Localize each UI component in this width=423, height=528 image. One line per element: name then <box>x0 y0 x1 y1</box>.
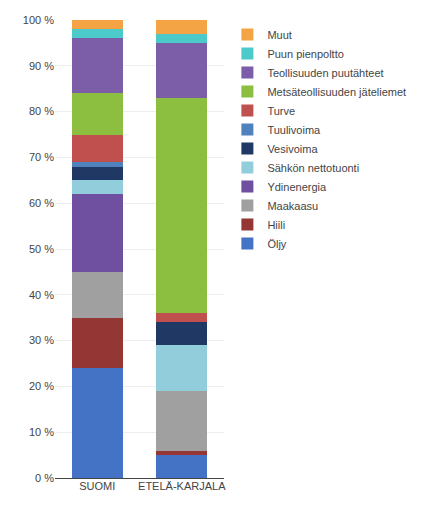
svg-text:Hiili: Hiili <box>267 219 285 231</box>
svg-text:Muut: Muut <box>267 29 291 41</box>
svg-text:80 %: 80 % <box>29 105 54 117</box>
svg-text:Maakaasu: Maakaasu <box>267 200 318 212</box>
svg-text:Metsäteollisuuden jäteliemet: Metsäteollisuuden jäteliemet <box>267 86 406 98</box>
svg-text:90 %: 90 % <box>29 60 54 72</box>
svg-text:70 %: 70 % <box>29 151 54 163</box>
svg-text:Ydinenergia: Ydinenergia <box>267 181 327 193</box>
svg-text:Tuulivoima: Tuulivoima <box>267 124 321 136</box>
svg-text:Turve: Turve <box>267 105 295 117</box>
svg-text:60 %: 60 % <box>29 197 54 209</box>
svg-text:0 %: 0 % <box>35 472 54 484</box>
svg-text:10 %: 10 % <box>29 426 54 438</box>
svg-text:Öljy: Öljy <box>267 238 286 250</box>
svg-text:100 %: 100 % <box>23 14 54 26</box>
svg-text:50 %: 50 % <box>29 243 54 255</box>
svg-text:Sähkön nettotuonti: Sähkön nettotuonti <box>267 162 359 174</box>
svg-text:Puun pienpoltto: Puun pienpoltto <box>267 48 343 60</box>
svg-text:ETELÄ-KARJALA: ETELÄ-KARJALA <box>138 480 226 492</box>
svg-text:SUOMI: SUOMI <box>79 480 115 492</box>
svg-text:Teollisuuden puutähteet: Teollisuuden puutähteet <box>267 67 383 79</box>
svg-text:20 %: 20 % <box>29 380 54 392</box>
svg-text:30 %: 30 % <box>29 334 54 346</box>
svg-text:40 %: 40 % <box>29 289 54 301</box>
svg-text:Vesivoima: Vesivoima <box>267 143 318 155</box>
